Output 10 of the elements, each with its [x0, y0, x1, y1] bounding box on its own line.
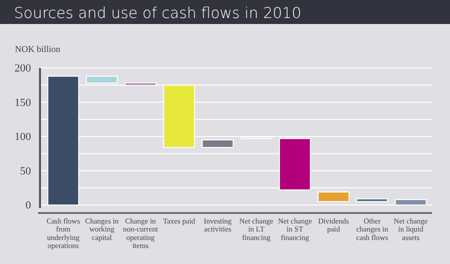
y-tick-label: 200	[14, 62, 32, 75]
bar	[356, 198, 388, 202]
y-tick-label: 150	[14, 96, 32, 109]
bar	[202, 139, 234, 148]
y-axis-title: NOK billion	[15, 44, 61, 54]
y-tick-label: 0	[26, 200, 32, 212]
y-tick-label: 50	[20, 165, 32, 178]
bar	[318, 191, 350, 202]
y-tick-label: 100	[14, 131, 32, 144]
chart-title: Sources and use of cash flows in 2010	[14, 4, 302, 22]
